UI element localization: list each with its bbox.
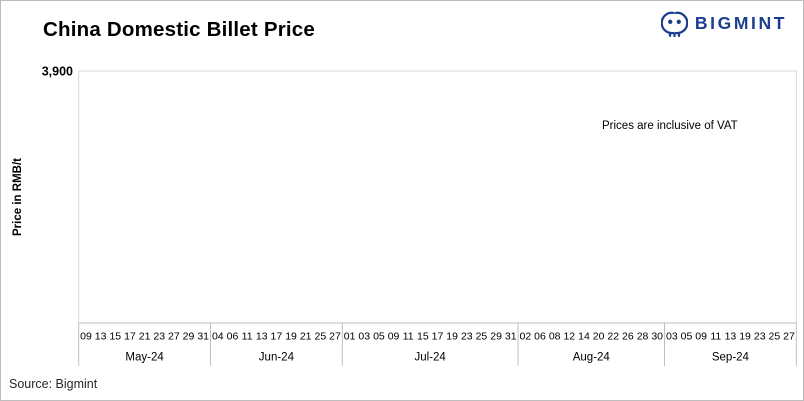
svg-text:21: 21: [139, 331, 151, 343]
svg-text:30: 30: [651, 331, 663, 343]
svg-text:19: 19: [446, 331, 458, 343]
svg-text:21: 21: [300, 331, 312, 343]
month-dividers: [78, 323, 797, 366]
y-axis-labels: 3,9003,8003,7003,6003,5003,4003,3003,200…: [42, 65, 73, 79]
svg-text:19: 19: [739, 331, 751, 343]
svg-text:25: 25: [314, 331, 326, 343]
axis-lines: [78, 71, 797, 324]
svg-text:03: 03: [358, 331, 370, 343]
svg-text:27: 27: [783, 331, 795, 343]
x-axis-day-labels: 09 13 15 17 21 23 27 29 31 04 06 11 13 17 19 21 25 27 01 03…: [80, 331, 795, 343]
svg-text:3,900: 3,900: [42, 65, 73, 79]
month-labels: May-24 Jun-24 Jul-24 Aug-24 Sep-24: [125, 352, 749, 364]
svg-text:26: 26: [622, 331, 634, 343]
svg-text:Jun-24: Jun-24: [259, 352, 295, 364]
svg-text:29: 29: [183, 331, 195, 343]
svg-text:19: 19: [285, 331, 297, 343]
source-note: Source: Bigmint: [9, 377, 98, 391]
svg-text:09: 09: [388, 331, 400, 343]
vat-annotation: Prices are inclusive of VAT: [602, 120, 738, 132]
svg-text:22: 22: [607, 331, 619, 343]
svg-text:15: 15: [417, 331, 429, 343]
svg-text:14: 14: [578, 331, 590, 343]
svg-text:11: 11: [242, 331, 253, 343]
bigmint-logo: BIGMINT: [660, 10, 787, 37]
svg-text:12: 12: [563, 331, 575, 343]
svg-text:13: 13: [256, 331, 268, 343]
svg-text:17: 17: [271, 331, 283, 343]
svg-text:31: 31: [197, 331, 209, 343]
svg-text:02: 02: [520, 331, 532, 343]
svg-text:06: 06: [534, 331, 546, 343]
svg-text:23: 23: [461, 331, 473, 343]
page-title: China Domestic Billet Price: [43, 18, 315, 41]
svg-text:31: 31: [505, 331, 517, 343]
svg-text:27: 27: [168, 331, 180, 343]
svg-text:09: 09: [695, 331, 707, 343]
svg-text:04: 04: [212, 331, 224, 343]
y-axis-title: Price in RMB/t: [12, 158, 24, 236]
svg-text:13: 13: [95, 331, 107, 343]
svg-text:13: 13: [725, 331, 737, 343]
svg-text:05: 05: [373, 331, 385, 343]
svg-text:28: 28: [637, 331, 649, 343]
svg-text:23: 23: [754, 331, 766, 343]
svg-text:25: 25: [476, 331, 488, 343]
svg-text:25: 25: [769, 331, 781, 343]
svg-text:Jul-24: Jul-24: [415, 352, 447, 364]
svg-text:20: 20: [593, 331, 605, 343]
bigmint-owl-icon: [660, 11, 688, 37]
svg-text:03: 03: [666, 331, 678, 343]
svg-text:11: 11: [403, 331, 414, 343]
svg-text:27: 27: [329, 331, 341, 343]
bigmint-logo-text: BIGMINT: [694, 13, 787, 33]
svg-text:15: 15: [109, 331, 121, 343]
svg-text:06: 06: [227, 331, 239, 343]
svg-text:09: 09: [80, 331, 92, 343]
svg-text:May-24: May-24: [125, 352, 164, 364]
svg-text:Aug-24: Aug-24: [573, 352, 611, 364]
svg-text:17: 17: [124, 331, 136, 343]
svg-text:11: 11: [710, 331, 721, 343]
svg-text:01: 01: [344, 331, 356, 343]
svg-text:05: 05: [681, 331, 693, 343]
svg-text:08: 08: [549, 331, 561, 343]
svg-text:29: 29: [490, 331, 502, 343]
svg-text:23: 23: [153, 331, 165, 343]
svg-text:Sep-24: Sep-24: [712, 352, 750, 364]
svg-text:17: 17: [432, 331, 444, 343]
y-gridlines: [78, 70, 797, 72]
